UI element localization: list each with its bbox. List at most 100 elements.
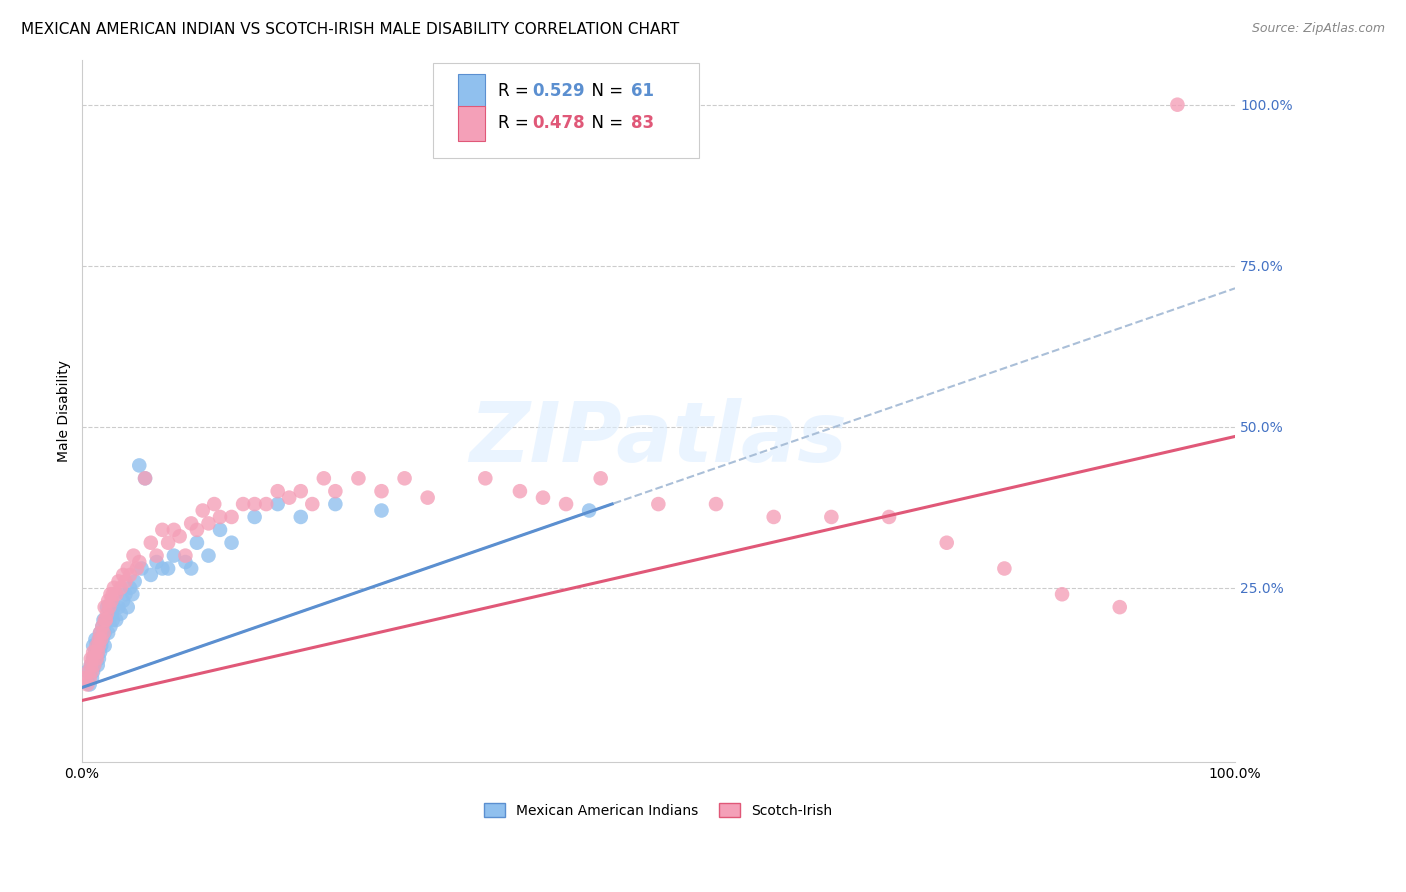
FancyBboxPatch shape [433, 63, 699, 158]
Point [87, 645, 110, 659]
Point [820, 510, 842, 524]
Point [125, 561, 148, 575]
Text: ZIPatlas: ZIPatlas [470, 398, 848, 479]
Point [100, 619, 122, 633]
Point [93, 639, 115, 653]
Text: R =: R = [498, 82, 534, 100]
Point [79, 677, 101, 691]
Point [82, 651, 104, 665]
Point [84, 645, 107, 659]
Point [100, 587, 122, 601]
Point [531, 491, 554, 505]
Point [84, 645, 107, 659]
Point [301, 497, 323, 511]
Point [84, 632, 107, 647]
Point [474, 471, 496, 485]
Point [325, 484, 347, 499]
Point [131, 561, 153, 575]
Text: 0.478: 0.478 [533, 114, 585, 132]
Point [578, 503, 600, 517]
Point [174, 549, 197, 563]
Point [134, 471, 156, 485]
Point [105, 613, 128, 627]
Point [100, 593, 122, 607]
Point [107, 600, 129, 615]
Point [145, 555, 167, 569]
Point [105, 587, 128, 601]
Point [97, 593, 120, 607]
Point [762, 510, 785, 524]
Point [82, 651, 104, 665]
Point [96, 607, 118, 621]
Point [82, 645, 104, 659]
Point [80, 658, 103, 673]
Point [254, 497, 277, 511]
Point [110, 607, 132, 621]
Point [589, 471, 612, 485]
Point [103, 581, 125, 595]
Point [877, 510, 900, 524]
Point [76, 677, 98, 691]
Point [94, 613, 117, 627]
Text: 0.529: 0.529 [533, 82, 585, 100]
Point [93, 600, 115, 615]
Point [98, 613, 121, 627]
Point [80, 665, 103, 679]
Point [96, 600, 118, 615]
Point [97, 626, 120, 640]
Text: R =: R = [498, 114, 534, 132]
Point [91, 619, 114, 633]
Point [128, 458, 150, 473]
Point [243, 497, 266, 511]
Point [935, 535, 957, 549]
Point [101, 587, 124, 601]
Legend: Mexican American Indians, Scotch-Irish: Mexican American Indians, Scotch-Irish [478, 797, 839, 825]
Point [107, 574, 129, 589]
Point [1108, 600, 1130, 615]
Point [77, 665, 100, 679]
Point [112, 593, 135, 607]
Point [121, 587, 143, 601]
Point [157, 535, 180, 549]
Text: MEXICAN AMERICAN INDIAN VS SCOTCH-IRISH MALE DISABILITY CORRELATION CHART: MEXICAN AMERICAN INDIAN VS SCOTCH-IRISH … [21, 22, 679, 37]
Point [86, 651, 108, 665]
Point [139, 535, 162, 549]
Point [243, 510, 266, 524]
Point [93, 613, 115, 627]
Point [91, 619, 114, 633]
Y-axis label: Male Disability: Male Disability [58, 359, 72, 462]
Point [90, 632, 112, 647]
Point [267, 497, 290, 511]
Point [86, 651, 108, 665]
Point [347, 471, 370, 485]
Point [114, 574, 136, 589]
Point [94, 613, 117, 627]
Text: 83: 83 [631, 114, 654, 132]
Point [93, 626, 115, 640]
Point [163, 523, 186, 537]
Point [290, 510, 312, 524]
Point [86, 639, 108, 653]
Point [82, 639, 104, 653]
Point [87, 632, 110, 647]
Point [117, 561, 139, 575]
Point [312, 471, 335, 485]
Point [993, 561, 1015, 575]
Point [145, 549, 167, 563]
Point [83, 658, 105, 673]
Point [370, 484, 392, 499]
Point [169, 529, 191, 543]
Point [89, 645, 111, 659]
Point [197, 549, 219, 563]
Point [221, 535, 243, 549]
Point [647, 497, 669, 511]
Point [76, 665, 98, 679]
Point [704, 497, 727, 511]
Point [73, 671, 96, 685]
Point [86, 639, 108, 653]
Point [150, 561, 173, 575]
Point [80, 658, 103, 673]
FancyBboxPatch shape [457, 74, 485, 110]
Point [82, 665, 104, 679]
Point [90, 639, 112, 653]
